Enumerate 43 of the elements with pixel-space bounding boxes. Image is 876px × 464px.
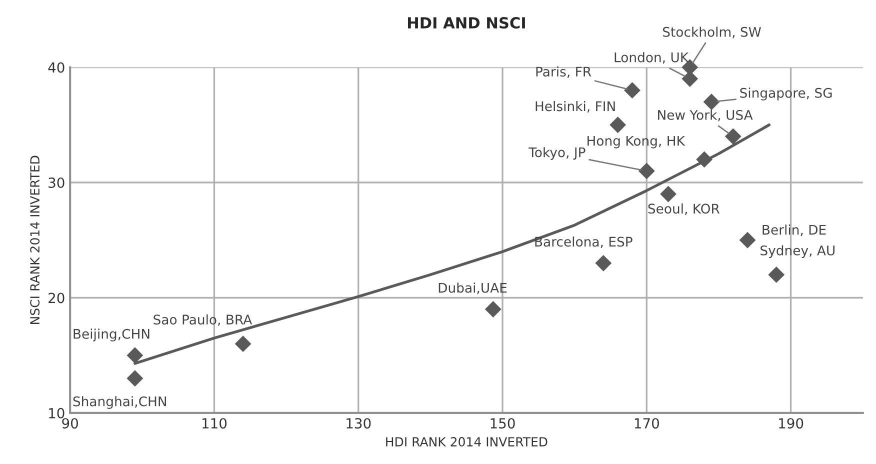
annotation: Sydney, AU xyxy=(760,245,834,258)
point xyxy=(768,266,785,283)
x-tick-label: 110 xyxy=(202,418,227,429)
annotation: Seoul, KOR xyxy=(648,203,720,216)
point xyxy=(595,254,612,272)
point xyxy=(126,347,144,364)
point xyxy=(703,94,720,110)
annotation: Paris, FR xyxy=(536,66,592,78)
x-tick-label: 150 xyxy=(490,418,515,429)
x-tick-label: 130 xyxy=(346,418,371,429)
annotation: Barcelona, ESP xyxy=(535,236,632,248)
point xyxy=(660,186,676,202)
annotation: Beijing,CHN xyxy=(74,328,150,342)
y-tick-label: 20 xyxy=(48,292,64,304)
annotation: Hong Kong, HK xyxy=(588,136,686,148)
point xyxy=(484,301,502,318)
y-tick-label: 40 xyxy=(48,62,64,73)
x-tick-label: 90 xyxy=(62,418,78,429)
x-tick-label: 190 xyxy=(779,418,804,429)
annotation: Helsinki, FIN xyxy=(536,100,615,113)
point xyxy=(696,151,713,168)
point xyxy=(126,370,144,387)
y-axis-title: NSCI RANK 2014 INVERTED xyxy=(30,156,40,324)
annotation: London, UK xyxy=(614,52,689,64)
point xyxy=(638,162,655,180)
point xyxy=(610,116,626,134)
annotation: Singapore, SG xyxy=(740,88,832,100)
x-tick-label: 170 xyxy=(634,418,659,429)
annotation: New York, USA xyxy=(658,110,753,122)
y-tick-label: 30 xyxy=(48,177,64,188)
annotation: Tokyo, JP xyxy=(528,147,586,160)
point xyxy=(724,128,742,145)
y-tick-label: 10 xyxy=(49,408,64,418)
x-axis-title: HDI RANK 2014 INVERTED xyxy=(386,437,548,446)
point xyxy=(739,232,756,248)
annotation: Dubai,UAE xyxy=(438,282,507,294)
annotation: Berlin, DE xyxy=(762,224,826,236)
chart-title: HDI AND NSCI xyxy=(408,17,525,29)
point xyxy=(624,82,640,99)
annotation: Stockholm, SW xyxy=(662,26,761,38)
point xyxy=(234,336,252,352)
annotation: Sao Paulo, BRA xyxy=(154,314,252,326)
annotation: Shanghai,CHN xyxy=(73,396,166,409)
